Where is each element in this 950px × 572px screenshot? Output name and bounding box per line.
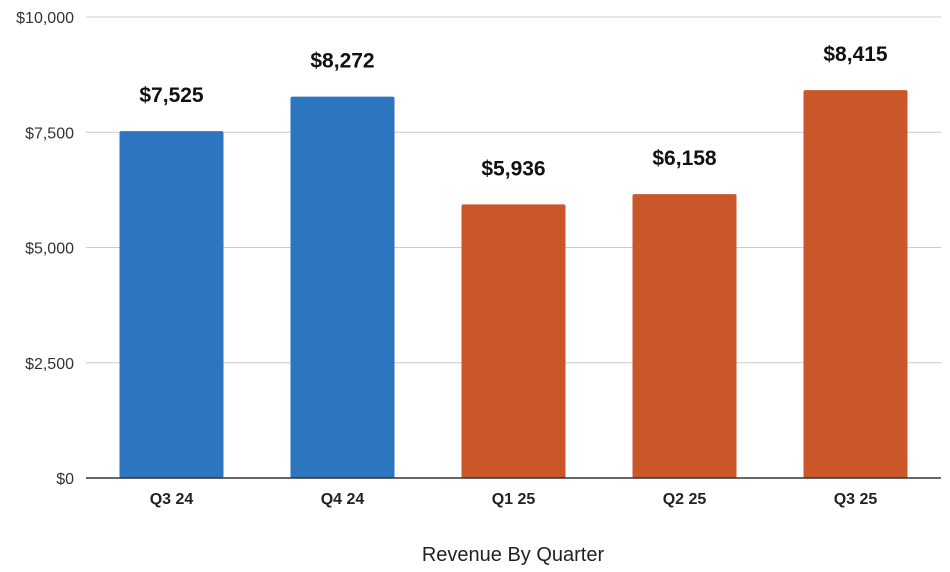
x-tick-label: Q2 25 bbox=[663, 491, 707, 508]
bar bbox=[803, 90, 908, 479]
data-label: $7,525 bbox=[139, 84, 204, 107]
data-label: $8,415 bbox=[823, 43, 888, 66]
y-tick-label: $10,000 bbox=[16, 10, 74, 27]
data-label: $6,158 bbox=[652, 147, 717, 170]
y-tick-label: $5,000 bbox=[25, 241, 74, 258]
x-tick-label: Q3 25 bbox=[834, 491, 878, 508]
x-axis-title: Revenue By Quarter bbox=[422, 544, 605, 566]
y-tick-label: $2,500 bbox=[25, 356, 74, 373]
x-tick-label: Q1 25 bbox=[492, 491, 536, 508]
bar bbox=[632, 194, 737, 478]
data-labels: $7,525 $8,272 $5,936 $6,158 $8,415 bbox=[139, 43, 888, 180]
bar bbox=[290, 96, 395, 478]
bar bbox=[461, 204, 566, 478]
x-tick-label: Q3 24 bbox=[150, 491, 194, 508]
bars bbox=[119, 90, 908, 479]
x-tick-label: Q4 24 bbox=[321, 491, 365, 508]
data-label: $5,936 bbox=[481, 157, 545, 180]
y-tick-label: $0 bbox=[56, 471, 74, 488]
data-label: $8,272 bbox=[310, 50, 374, 73]
x-axis-category-labels: Q3 24 Q4 24 Q1 25 Q2 25 Q3 25 bbox=[150, 491, 878, 508]
bar bbox=[119, 131, 224, 478]
y-tick-label: $7,500 bbox=[25, 125, 74, 142]
y-axis-tick-labels: $0 $2,500 $5,000 $7,500 $10,000 bbox=[16, 10, 74, 488]
